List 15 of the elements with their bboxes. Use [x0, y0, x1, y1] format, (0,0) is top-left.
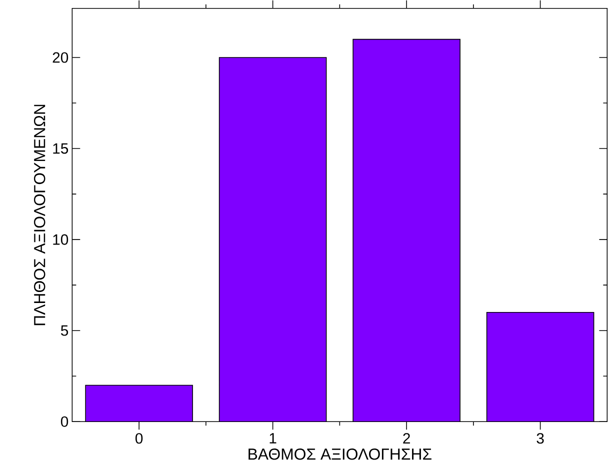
- y-tick-label: 10: [53, 234, 68, 245]
- y-tick-label: 5: [60, 325, 68, 336]
- x-tick-label: 0: [135, 433, 143, 444]
- x-tick-label: 1: [270, 433, 276, 444]
- y-axis-title: ΠΛΗΘΟΣ ΑΞΙΟΛΟΓΟΥΜΕΝΩΝ: [34, 104, 46, 326]
- bar: [219, 57, 326, 422]
- y-tick-label: 0: [60, 416, 68, 427]
- y-tick-label: 15: [53, 143, 68, 154]
- x-tick-label: 3: [536, 433, 544, 444]
- bar: [353, 39, 460, 422]
- bar: [486, 312, 594, 422]
- bar: [86, 385, 193, 422]
- x-tick-label: 2: [403, 433, 410, 444]
- x-axis-title: ΒΑΘΜΟΣ ΑΞΙΟΛΟΓΗΣΗΣ: [248, 448, 432, 460]
- y-tick-label: 20: [52, 52, 68, 63]
